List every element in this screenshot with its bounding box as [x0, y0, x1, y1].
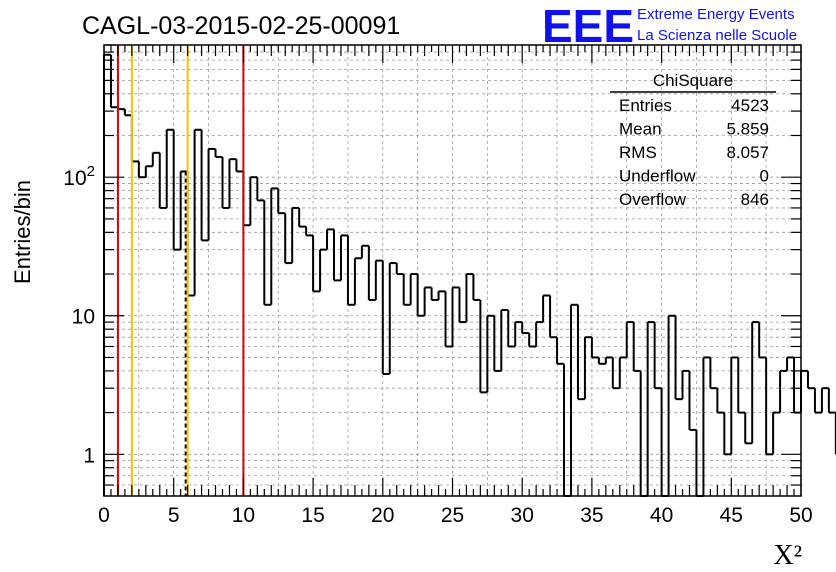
grid-lines: [104, 44, 801, 496]
stats-title: ChiSquare: [653, 71, 733, 90]
stats-label: Overflow: [619, 190, 687, 209]
brand-line-2: La Scienza nelle Scuole: [637, 27, 797, 44]
stats-value: 846: [741, 190, 769, 209]
x-tick-label: 45: [720, 504, 743, 527]
y-axis-label: Entries/bin: [10, 180, 35, 284]
x-tick-label: 20: [371, 504, 394, 527]
histogram-bars: [103, 53, 836, 497]
stats-value: 4523: [731, 96, 769, 115]
x-axis-label: X²: [773, 540, 802, 571]
stats-label: Mean: [619, 120, 662, 139]
y-tick-label: 1: [83, 444, 95, 467]
x-tick-label: 30: [511, 504, 534, 527]
x-tick-label: 5: [168, 504, 180, 527]
x-tick-label: 25: [441, 504, 464, 527]
stats-value: 5.859: [726, 120, 769, 139]
reference-lines: [116, 45, 245, 496]
stats-value: 8.057: [726, 143, 769, 162]
x-tick-label: 50: [789, 504, 812, 527]
stats-value: 0: [760, 167, 769, 186]
y-tick-label: 10: [72, 306, 95, 329]
stats-label: RMS: [619, 143, 657, 162]
x-tick-labels: 0 5 10 15 20 25 30 35 40 45 50: [98, 504, 813, 527]
x-tick-label: 40: [650, 504, 673, 527]
stats-label: Entries: [619, 96, 672, 115]
axis-ticks: [103, 44, 802, 496]
y-tick-labels: 1 10 102: [63, 163, 95, 467]
eee-logo: EEE: [542, 0, 634, 52]
stats-box: ChiSquare Entries 4523 Mean 5.859 RMS 8.057 Un…: [610, 71, 776, 209]
brand-line-1: Extreme Energy Events: [637, 6, 795, 23]
x-tick-label: 35: [580, 504, 603, 527]
stats-label: Underflow: [619, 167, 696, 186]
x-tick-label: 0: [98, 504, 110, 527]
x-tick-label: 10: [232, 504, 255, 527]
x-tick-label: 15: [301, 504, 324, 527]
y-tick-label: 102: [63, 163, 95, 190]
run-title: CAGL-03-2015-02-25-00091: [82, 12, 400, 40]
